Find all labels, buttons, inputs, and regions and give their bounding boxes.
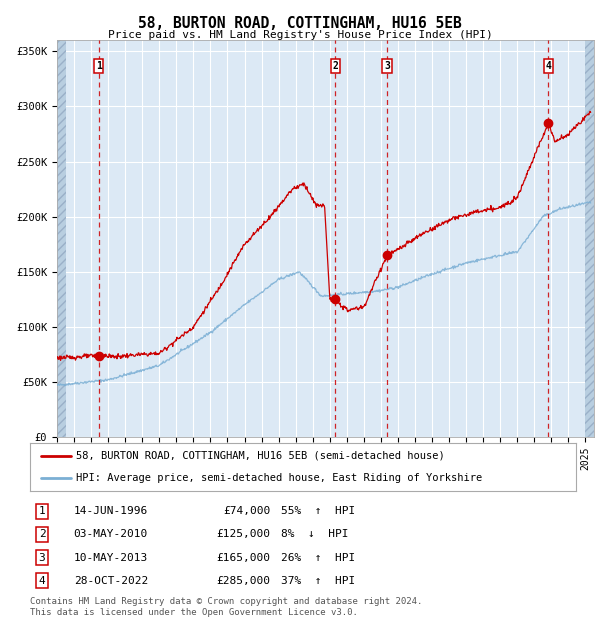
Text: 1: 1 bbox=[96, 61, 102, 71]
Text: 2: 2 bbox=[332, 61, 338, 71]
Bar bbox=[586, 40, 594, 437]
Text: 8%  ↓  HPI: 8% ↓ HPI bbox=[281, 529, 349, 539]
Text: 55%  ↑  HPI: 55% ↑ HPI bbox=[281, 507, 355, 516]
Text: 58, BURTON ROAD, COTTINGHAM, HU16 5EB: 58, BURTON ROAD, COTTINGHAM, HU16 5EB bbox=[138, 16, 462, 31]
Text: 37%  ↑  HPI: 37% ↑ HPI bbox=[281, 575, 355, 585]
Text: 4: 4 bbox=[38, 575, 46, 585]
Text: HPI: Average price, semi-detached house, East Riding of Yorkshire: HPI: Average price, semi-detached house,… bbox=[76, 473, 482, 483]
Text: £165,000: £165,000 bbox=[216, 552, 270, 562]
Text: 3: 3 bbox=[384, 61, 390, 71]
Text: £125,000: £125,000 bbox=[216, 529, 270, 539]
Bar bbox=[57, 40, 65, 437]
Text: £74,000: £74,000 bbox=[223, 507, 270, 516]
Text: 03-MAY-2010: 03-MAY-2010 bbox=[74, 529, 148, 539]
Text: 26%  ↑  HPI: 26% ↑ HPI bbox=[281, 552, 355, 562]
Text: Contains HM Land Registry data © Crown copyright and database right 2024.
This d: Contains HM Land Registry data © Crown c… bbox=[30, 598, 422, 617]
Text: 2: 2 bbox=[38, 529, 46, 539]
Text: 28-OCT-2022: 28-OCT-2022 bbox=[74, 575, 148, 585]
Text: 1: 1 bbox=[38, 507, 46, 516]
Text: 10-MAY-2013: 10-MAY-2013 bbox=[74, 552, 148, 562]
Text: 58, BURTON ROAD, COTTINGHAM, HU16 5EB (semi-detached house): 58, BURTON ROAD, COTTINGHAM, HU16 5EB (s… bbox=[76, 451, 445, 461]
Text: £285,000: £285,000 bbox=[216, 575, 270, 585]
Text: 3: 3 bbox=[38, 552, 46, 562]
Text: Price paid vs. HM Land Registry's House Price Index (HPI): Price paid vs. HM Land Registry's House … bbox=[107, 30, 493, 40]
Text: 4: 4 bbox=[545, 61, 551, 71]
Text: 14-JUN-1996: 14-JUN-1996 bbox=[74, 507, 148, 516]
